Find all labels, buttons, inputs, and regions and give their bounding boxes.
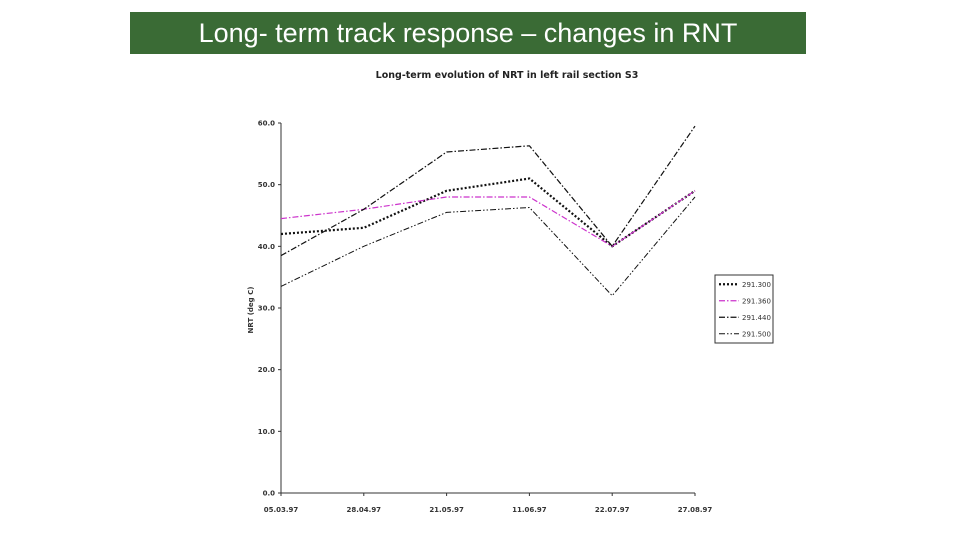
x-tick-label: 28.04.97 [347, 506, 382, 514]
y-tick-label: 10.0 [258, 428, 275, 436]
series-line-291.300 [280, 177, 696, 248]
y-tick-label: 40.0 [258, 243, 275, 251]
y-tick-label: 20.0 [258, 366, 275, 374]
series-lines [280, 125, 696, 297]
x-tick-label: 21.05.97 [429, 506, 464, 514]
x-tick-label: 05.03.97 [264, 506, 299, 514]
x-tick-label: 22.07.97 [595, 506, 630, 514]
x-axis-ticks: 05.03.97 28.04.97 21.05.97 11.06.97 22.07.97… [264, 493, 713, 514]
y-tick-label: 30.0 [258, 305, 275, 313]
series-line-291.500 [280, 196, 696, 297]
y-tick-label: 60.0 [258, 120, 275, 128]
legend-box [714, 274, 774, 344]
y-axis-label: NRT (deg C) [247, 287, 255, 334]
x-tick-label: 27.08.97 [678, 506, 713, 514]
legend-entry-label: 291.360 [742, 297, 771, 305]
slide-title: Long- term track response – changes in R… [130, 12, 806, 54]
series-line-291.440 [280, 125, 696, 257]
y-axis-ticks: 0.0 10.0 20.0 30.0 40.0 50.0 60.0 [258, 120, 281, 498]
chart-legend: 291.300 291.360 291.440 291.500 [714, 274, 774, 344]
chart-axes [280, 123, 695, 494]
legend-entry-label: 291.500 [742, 330, 771, 338]
y-tick-label: 50.0 [258, 181, 275, 189]
x-tick-label: 11.06.97 [512, 506, 547, 514]
legend-entry-label: 291.300 [742, 281, 771, 289]
series-line-291.360 [280, 190, 696, 247]
legend-entry-label: 291.440 [742, 314, 771, 322]
chart-title: Long-term evolution of NRT in left rail … [376, 70, 639, 81]
y-tick-label: 0.0 [263, 490, 276, 498]
